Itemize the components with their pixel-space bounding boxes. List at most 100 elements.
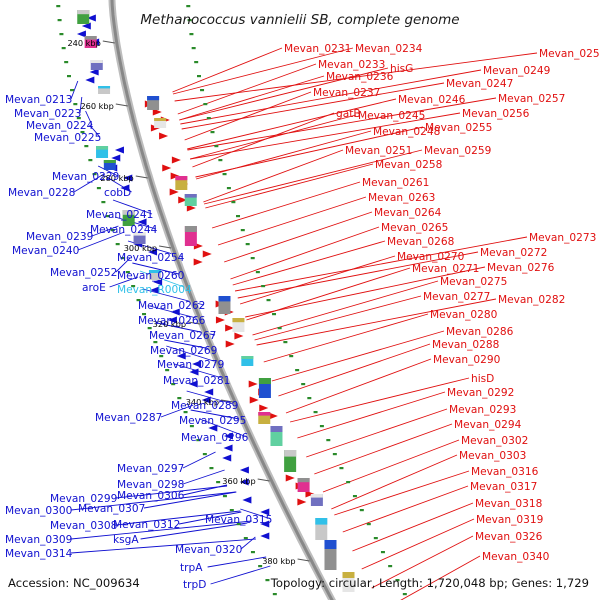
kbp-tick	[221, 399, 234, 403]
gene-leader-line	[179, 67, 389, 121]
kbp-tick	[102, 40, 115, 44]
inner-guide-dot	[388, 565, 393, 568]
reverse-gene-arrow	[176, 352, 186, 360]
gene-label-mevan_0241: Mevan_0241	[86, 209, 153, 221]
gene-leader-line	[143, 491, 237, 509]
gene-label-mevan_0249: Mevan_0249	[483, 65, 550, 77]
gene-leader-line	[239, 255, 396, 305]
inner-guide-dot	[187, 19, 192, 22]
gene-label-mevan_0263: Mevan_0263	[368, 192, 435, 204]
gene-label-mevan_0260: Mevan_0260	[117, 270, 185, 282]
outer-guide-dot	[236, 523, 241, 526]
gene-leader-line	[109, 276, 139, 288]
gene-leader-line	[182, 451, 216, 469]
gene-labels: Mevan_0213 Mevan_0223Mevan_0224Mevan_0225…	[5, 43, 600, 591]
gene-leader-line	[182, 484, 228, 496]
inner-guide-dot	[231, 201, 236, 204]
gene-leader-line	[195, 130, 372, 180]
gene-leader-line	[256, 298, 497, 346]
kbp-tick	[135, 175, 148, 179]
inner-guide-dot	[272, 313, 277, 316]
gene-label-mevan_0268: Mevan_0268	[387, 236, 455, 248]
forward-gene-arrow	[186, 204, 196, 212]
gene-feature-stripe	[147, 96, 160, 101]
reverse-gene-arrow	[85, 76, 95, 84]
outer-guide-dot	[272, 593, 277, 596]
gene-label-mevan_0225: Mevan_0225	[34, 132, 101, 144]
gene-leader-line	[285, 358, 432, 414]
forward-gene-arrow	[249, 396, 259, 404]
gene-label-mevan_0318: Mevan_0318	[475, 498, 543, 510]
gene-leader-line	[172, 47, 283, 93]
outer-guide-dot	[222, 495, 227, 498]
gene-label-mevan_0306: Mevan_0306	[117, 490, 185, 502]
forward-gene-arrow	[225, 340, 235, 348]
inner-guide-dot	[214, 145, 219, 148]
inner-guide-dot	[218, 159, 223, 162]
inner-guide-dot	[222, 173, 227, 176]
gene-feature-block	[103, 160, 116, 170]
gene-label-mevan_0289: Mevan_0289	[171, 400, 238, 412]
gene-label-mevan_0308: Mevan_0308	[50, 520, 118, 532]
gene-label-mevan_0315: Mevan_0315	[205, 514, 272, 526]
reverse-gene-arrow	[123, 174, 133, 182]
gene-label-mevan_0320: Mevan_0320	[175, 544, 243, 556]
gene-label-mevan_0223: Mevan_0223	[14, 108, 81, 120]
reverse-gene-arrow	[201, 396, 211, 404]
gene-feature-stripe	[241, 356, 254, 359]
gene-leader-line	[132, 262, 184, 276]
gene-label-mevan_0295: Mevan_0295	[179, 415, 246, 427]
reverse-gene-arrow	[242, 496, 252, 504]
gene-leader-line	[187, 97, 497, 151]
gene-feature-block	[154, 118, 167, 128]
gene-feature-stripe	[324, 540, 337, 549]
gene-leader-line	[180, 69, 482, 125]
gene-leader-line	[181, 82, 445, 130]
gene-leader-line	[73, 173, 105, 193]
forward-gene-arrow	[305, 490, 315, 498]
gene-label-ksga: ksgA	[113, 534, 139, 546]
inner-guide-dot	[186, 5, 191, 8]
gene-feature-stripe	[77, 10, 90, 15]
inner-guide-dot	[380, 551, 385, 554]
gene-label-mevan_0229: Mevan_0229	[52, 171, 119, 183]
outer-guide-dot	[131, 285, 136, 288]
reverse-gene-arrow	[189, 368, 199, 376]
outer-guide-dot	[92, 173, 97, 176]
gene-feature-stripe	[96, 146, 109, 150]
gene-leader-line	[371, 535, 474, 589]
outer-guide-dot	[125, 271, 130, 274]
outer-guide-dot	[73, 103, 78, 106]
kbp-label: 260 kbp	[80, 101, 113, 111]
kbp-tick	[257, 478, 270, 482]
gene-leader-line	[271, 330, 445, 382]
outer-guide-dot	[165, 369, 170, 372]
forward-gene-arrow	[234, 332, 244, 340]
gene-feature-stripe	[184, 194, 197, 198]
gene-leader-line	[70, 491, 236, 511]
gene-label-mevan_0237: Mevan_0237	[313, 87, 380, 99]
forward-gene-arrow	[169, 188, 179, 196]
outer-guide-dot	[153, 341, 158, 344]
gene-label-mevan_0288: Mevan_0288	[432, 339, 500, 351]
gene-feature-block	[98, 86, 111, 94]
inner-guide-dot	[250, 257, 255, 260]
gene-label-mevan_0234: Mevan_0234	[355, 43, 423, 55]
gene-leader-line	[230, 226, 380, 280]
gene-leader-line	[184, 91, 312, 141]
gene-leader-line	[182, 469, 225, 485]
gene-leader-line	[115, 257, 131, 273]
gene-label-mevan_0259: Mevan_0259	[424, 145, 491, 157]
gene-label-mevan_0279: Mevan_0279	[157, 359, 224, 371]
gene-label-mevan_r0004: Mevan_R0004	[117, 284, 192, 296]
outer-guide-dot	[209, 467, 214, 470]
forward-gene-arrow	[215, 316, 225, 324]
gene-label-mevan_0287: Mevan_0287	[95, 412, 162, 424]
outer-guide-dot	[189, 425, 194, 428]
gene-leader-line	[91, 225, 119, 237]
reverse-gene-arrow	[223, 444, 233, 452]
gene-feature-stripe	[98, 86, 111, 89]
gene-leader-line	[289, 377, 470, 423]
outer-guide-dot	[171, 383, 176, 386]
